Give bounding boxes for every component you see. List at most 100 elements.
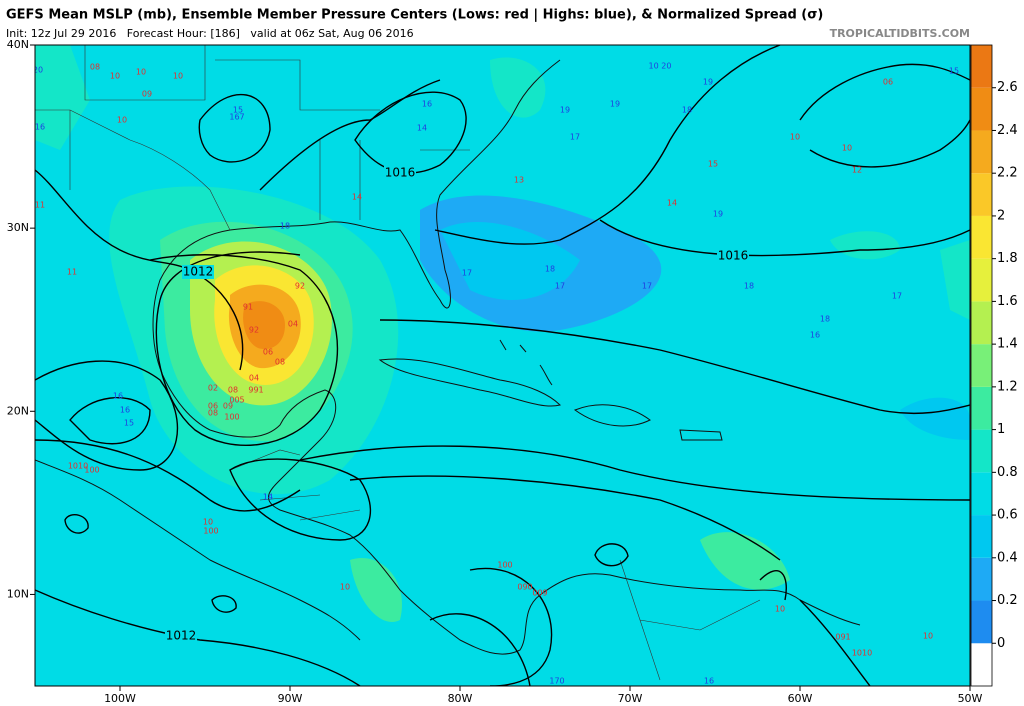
colorbar-band	[971, 258, 992, 302]
high-center: 17	[642, 282, 652, 291]
low-center: 02	[208, 384, 218, 393]
low-center: 12	[852, 166, 862, 175]
colorbar-tick-label: 1.6	[997, 294, 1018, 309]
low-center: 100	[497, 561, 512, 570]
y-tick-label: 10N	[7, 587, 29, 600]
spread-shading	[35, 45, 970, 622]
high-center: 20	[33, 66, 43, 75]
colorbar-band	[971, 215, 992, 259]
coastlines	[35, 59, 861, 655]
site-credit: TROPICALTIDBITS.COM	[830, 27, 970, 40]
borders	[35, 45, 761, 681]
low-center: 14	[667, 199, 677, 208]
contour-label: 1016	[385, 166, 416, 180]
colorbar-tick-label: 2.2	[997, 166, 1018, 181]
high-center: 18	[280, 222, 290, 231]
colorbar-band	[971, 472, 992, 516]
x-tick-label: 70W	[618, 692, 643, 705]
low-center: 08	[208, 409, 218, 418]
low-center: 10	[136, 68, 146, 77]
x-tick-label: 80W	[448, 692, 473, 705]
low-center: 91	[243, 303, 253, 312]
low-center: 13	[514, 176, 524, 185]
high-center: 17	[570, 133, 580, 142]
high-center: 15	[233, 106, 243, 115]
contour-label-bg	[717, 249, 749, 263]
low-center: 10	[110, 72, 120, 81]
low-center: 10	[203, 518, 213, 527]
x-tick-label: 90W	[278, 692, 303, 705]
high-center: 19	[610, 100, 620, 109]
colorbar-frame	[970, 44, 993, 687]
colorbar-band	[971, 87, 992, 131]
colorbar-band	[971, 386, 992, 430]
high-center: 16	[113, 392, 123, 401]
low-center: 15	[708, 160, 718, 169]
low-center: 10	[790, 133, 800, 142]
low-center: 08	[228, 386, 238, 395]
high-center: 17	[555, 282, 565, 291]
low-center: 10	[173, 72, 183, 81]
high-center: 10 20	[649, 62, 672, 71]
low-center: 06	[263, 348, 273, 357]
colorbar-band	[971, 557, 992, 601]
high-center: 19	[713, 210, 723, 219]
colorbar-band	[971, 130, 992, 174]
high-center: 15	[949, 67, 959, 76]
low-center: 11	[67, 268, 77, 277]
low-center: 92	[295, 282, 305, 291]
high-center: 19	[560, 106, 570, 115]
low-center: 06	[208, 402, 218, 411]
low-center: 100	[84, 466, 99, 475]
contour-label: 1016	[718, 249, 749, 263]
high-center: 16	[35, 123, 45, 132]
subtitle: Init: 12z Jul 29 2016 Forecast Hour: [18…	[6, 27, 414, 40]
low-center: 08	[275, 358, 285, 367]
colorbar-tick-label: 0.6	[997, 508, 1018, 523]
colorbar-band	[971, 173, 992, 216]
low-center: 10	[775, 605, 785, 614]
colorbar-tick-label: 1.4	[997, 337, 1018, 352]
y-tick-label: 20N	[7, 404, 29, 417]
colorbar-tick-label: 0.8	[997, 465, 1018, 480]
low-center: 1010	[68, 462, 88, 471]
contour-label: 1012	[166, 629, 197, 643]
low-center: 08	[90, 63, 100, 72]
low-center: 10	[842, 144, 852, 153]
x-tick-label: 50W	[958, 692, 983, 705]
low-center: 14	[352, 193, 362, 202]
colorbar-tick-label: 1	[997, 422, 1005, 437]
high-center: 18	[682, 106, 692, 115]
y-tick-label: 40N	[7, 38, 29, 51]
high-center: 16	[704, 677, 714, 686]
colorbar-tick-label: 0.4	[997, 550, 1018, 565]
low-center: 091	[835, 633, 850, 642]
high-center: 16	[120, 406, 130, 415]
contour-label-bg	[182, 265, 214, 279]
contour-label: 1012	[183, 265, 214, 279]
low-center: 1010	[852, 649, 872, 658]
low-center: 10	[117, 116, 127, 125]
high-center: 18	[744, 282, 754, 291]
axes: 100W 90W 80W 70W 60W 50W 10N 20N 30N 40N	[7, 38, 983, 705]
high-center: 16	[810, 331, 820, 340]
high-center: 16	[422, 100, 432, 109]
colorbar-tick-label: 2.6	[997, 80, 1018, 95]
high-center: 167	[229, 113, 244, 122]
title: GEFS Mean MSLP (mb), Ensemble Member Pre…	[6, 8, 823, 23]
low-center: 09	[223, 402, 233, 411]
low-center: 100	[224, 413, 239, 422]
low-center: 09	[142, 90, 152, 99]
high-center: 19	[703, 78, 713, 87]
map-frame	[34, 44, 971, 687]
high-center: 170	[549, 677, 564, 686]
low-center: 04	[288, 320, 298, 329]
high-center: 15	[124, 419, 134, 428]
isobars	[35, 45, 970, 686]
x-tick-label: 100W	[104, 692, 136, 705]
high-center: 18	[545, 265, 555, 274]
high-center: 17	[462, 269, 472, 278]
colorbar-band	[971, 643, 992, 686]
